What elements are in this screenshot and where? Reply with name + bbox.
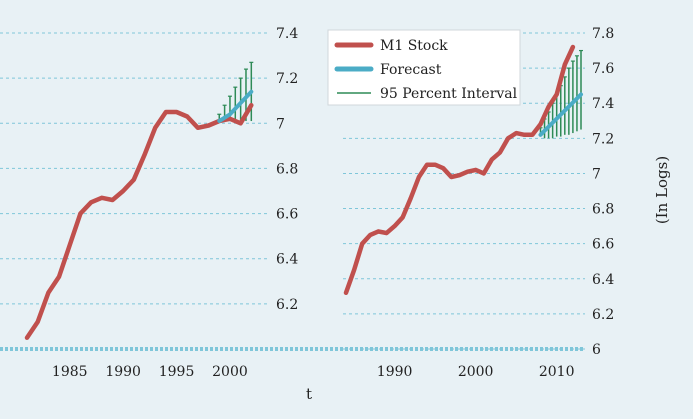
tick-layer: 6.2 6.4 6.6 6.8 7 7.2 7.4 1985 1990 1995 2000 6 6.2 6…	[52, 26, 614, 380]
right-y-tick-label: 7	[592, 166, 601, 182]
left-x-tick-label: 1995	[159, 364, 195, 380]
left-series-m1-stock	[24, 102, 254, 340]
left-series-forecast	[217, 89, 254, 123]
left-y-tick-label: 7	[276, 116, 285, 132]
series-layer	[24, 44, 583, 340]
right-y-tick-label: 6	[592, 342, 601, 358]
right-y-axis-title: (In Logs)	[653, 156, 671, 224]
right-y-tick-label: 6.6	[592, 237, 614, 253]
right-y-tick-label: 7.4	[592, 96, 614, 112]
right-x-tick-label: 2000	[458, 364, 494, 380]
right-x-tick-label: 2010	[539, 364, 575, 380]
right-series-m1-stock	[343, 44, 576, 296]
right-y-tick-label: 6.2	[592, 307, 614, 323]
legend-label-interval: 95 Percent Interval	[380, 86, 518, 102]
left-y-tick-label: 7.2	[276, 71, 298, 87]
legend-label-m1-stock: M1 Stock	[380, 38, 448, 54]
right-y-tick-label: 6.4	[592, 272, 614, 288]
left-x-tick-label: 1985	[52, 364, 88, 380]
right-x-tick-label: 1990	[377, 364, 413, 380]
left-y-tick-label: 6.8	[276, 161, 298, 177]
right-y-tick-label: 7.6	[592, 61, 614, 77]
legend-label-forecast: Forecast	[380, 62, 442, 78]
left-x-tick-label: 1990	[105, 364, 141, 380]
left-y-tick-label: 6.4	[276, 252, 298, 268]
left-y-tick-label: 6.2	[276, 297, 298, 313]
right-series-forecast	[538, 92, 583, 137]
left-y-tick-label: 6.6	[276, 207, 298, 223]
right-y-tick-label: 7.8	[592, 26, 614, 42]
left-x-tick-label: 2000	[212, 364, 248, 380]
legend: M1 Stock Forecast 95 Percent Interval	[327, 29, 521, 106]
right-y-tick-label: 7.2	[592, 131, 614, 147]
right-y-tick-label: 6.8	[592, 202, 614, 218]
left-x-axis-title: t	[306, 385, 312, 403]
left-y-tick-label: 7.4	[276, 26, 298, 42]
